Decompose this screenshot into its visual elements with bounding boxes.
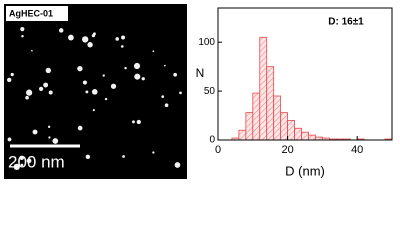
particle — [121, 35, 126, 40]
bar — [308, 134, 316, 141]
particle — [91, 33, 96, 38]
bar — [245, 112, 254, 141]
particle — [25, 95, 29, 100]
bar — [273, 95, 282, 141]
bar — [294, 127, 302, 141]
x-tick-label: 20 — [281, 144, 293, 156]
particle — [124, 66, 127, 70]
label-box — [6, 6, 68, 21]
particle — [26, 89, 33, 96]
particle — [58, 28, 64, 33]
bar — [238, 129, 247, 141]
particle — [141, 77, 145, 81]
particle — [85, 154, 91, 160]
particle — [77, 65, 83, 72]
bar — [287, 120, 295, 141]
x-tick-label: 40 — [351, 144, 363, 156]
particle — [133, 62, 141, 70]
bar — [301, 131, 309, 141]
particle — [136, 119, 141, 125]
particle — [48, 90, 53, 95]
particle — [31, 49, 33, 52]
particle — [115, 37, 119, 41]
particle — [132, 120, 135, 124]
particle — [102, 74, 105, 77]
particle — [122, 155, 125, 158]
bar — [266, 66, 275, 141]
particle — [26, 158, 32, 164]
y-axis-label: N — [196, 66, 205, 80]
particle — [173, 72, 178, 77]
particle — [20, 163, 24, 167]
bar — [252, 92, 261, 141]
particle — [110, 83, 117, 89]
particle — [134, 73, 141, 80]
particle — [179, 91, 182, 95]
plot-frame — [217, 7, 393, 141]
particle — [48, 136, 51, 139]
particles — [7, 27, 182, 170]
particle — [7, 77, 12, 83]
particle — [45, 67, 52, 74]
particle — [52, 138, 59, 144]
particle — [163, 64, 166, 67]
annotation: D: 16±1 — [328, 17, 364, 28]
bar — [259, 36, 268, 141]
particle — [91, 89, 98, 95]
particle — [82, 36, 89, 43]
particle — [7, 137, 12, 142]
particle — [21, 35, 24, 38]
y-tick-label: 50 — [204, 86, 216, 97]
particle — [164, 103, 169, 108]
particle — [92, 109, 95, 112]
particle — [87, 42, 93, 48]
particle — [104, 97, 108, 101]
y-tick-label: 100 — [198, 37, 215, 48]
particle — [152, 50, 155, 53]
particle — [67, 34, 74, 41]
particle — [152, 151, 155, 154]
figure: AgHEC-01 200 nm D: 16±1 D (nm) N 0 20 40 0 5… — [4, 4, 393, 179]
x-axis-label: D (nm) — [285, 163, 325, 178]
particle — [19, 155, 24, 161]
particle — [10, 72, 14, 77]
particle — [82, 80, 88, 85]
particle — [47, 125, 51, 128]
particle — [38, 86, 44, 92]
particle — [161, 95, 165, 98]
particle — [43, 82, 49, 88]
y-tick-label: 0 — [209, 135, 215, 146]
scale-label: 200 nm — [8, 152, 65, 171]
particle — [32, 129, 38, 135]
particle — [20, 27, 25, 32]
particle — [85, 90, 89, 94]
sample-label: AgHEC-01 — [9, 8, 53, 18]
particle — [120, 45, 124, 48]
bar — [280, 112, 289, 141]
particle — [174, 162, 181, 168]
particle — [77, 125, 83, 131]
x-tick-label: 0 — [215, 144, 221, 156]
particle — [13, 163, 20, 170]
